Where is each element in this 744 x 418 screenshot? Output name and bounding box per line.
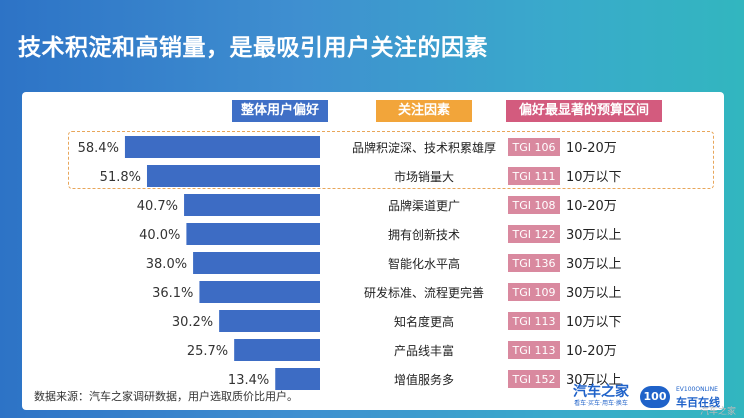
- tgi-badge: [508, 225, 560, 243]
- factor-label: 拥有创新技术: [388, 227, 460, 242]
- bar: [193, 252, 320, 274]
- bar: [186, 223, 320, 245]
- tgi-badge: [508, 283, 560, 301]
- value-label: 25.7%: [187, 344, 228, 359]
- factor-label: 智能化水平高: [388, 256, 460, 271]
- bar: [275, 368, 320, 390]
- budget-label: 10-20万: [566, 199, 617, 214]
- value-label: 40.0%: [139, 228, 180, 243]
- factor-label: 产品线丰富: [394, 343, 454, 358]
- header-factors: 关注因素: [376, 100, 472, 122]
- factor-label: 增值服务多: [394, 372, 454, 387]
- factor-label: 市场销量大: [394, 169, 454, 184]
- budget-label: 10-20万: [566, 344, 617, 359]
- tgi-label: TGI 113: [512, 315, 556, 328]
- tgi-badge: [508, 341, 560, 359]
- watermark: 汽车之家: [700, 407, 737, 417]
- budget-label: 30万以上: [566, 228, 622, 243]
- tgi-badge: [508, 312, 560, 330]
- budget-label: 30万以上: [566, 373, 622, 388]
- factor-label: 品牌积淀深、技术积累雄厚: [352, 140, 496, 155]
- factor-label: 知名度更高: [394, 314, 454, 329]
- tgi-badge: [508, 167, 560, 185]
- autohome-logo-slogan: 看车·买车·用车·换车: [574, 400, 628, 407]
- bar: [124, 136, 320, 158]
- tgi-badge: [508, 196, 560, 214]
- bar: [146, 165, 320, 187]
- ev100-badge: 100: [640, 386, 670, 408]
- bar: [184, 194, 320, 216]
- ev100-logo-en: EV100ONLINE: [676, 386, 718, 393]
- tgi-label: TGI 122: [512, 228, 556, 241]
- value-label: 36.1%: [152, 286, 193, 301]
- page-title: 技术积淀和高销量，是最吸引用户关注的因素: [18, 35, 488, 61]
- budget-label: 10万以下: [566, 315, 622, 330]
- budget-label: 10-20万: [566, 141, 617, 156]
- bar: [219, 310, 320, 332]
- autohome-logo-text: 汽车之家: [573, 384, 629, 400]
- value-label: 38.0%: [146, 257, 187, 272]
- tgi-label: TGI 106: [512, 141, 556, 154]
- autohome-logo: 汽车之家 看车·买车·用车·换车: [562, 384, 640, 408]
- bar: [199, 281, 320, 303]
- tgi-badge: [508, 254, 560, 272]
- factor-label: 研发标准、流程更完善: [364, 285, 484, 300]
- tgi-badge: [508, 138, 560, 156]
- data-source-note: 数据来源：汽车之家调研数据，用户选取质价比用户。: [34, 390, 298, 403]
- tgi-label: TGI 111: [512, 170, 556, 183]
- budget-label: 10万以下: [566, 170, 622, 185]
- tgi-badge: [508, 370, 560, 388]
- budget-label: 30万以上: [566, 257, 622, 272]
- highlight-box: [68, 131, 714, 189]
- tgi-label: TGI 108: [512, 199, 556, 212]
- ev100-logo: 100 EV100ONLINE 车百在线: [640, 384, 736, 412]
- value-label: 30.2%: [172, 315, 213, 330]
- ev100-logo-cn: 车百在线: [676, 396, 720, 409]
- tgi-label: TGI 113: [512, 344, 556, 357]
- tgi-label: TGI 152: [512, 373, 556, 386]
- bar: [234, 339, 320, 361]
- value-label: 13.4%: [228, 373, 269, 388]
- value-label: 51.8%: [100, 170, 141, 185]
- budget-label: 30万以上: [566, 286, 622, 301]
- header-budget: 偏好最显著的预算区间: [506, 100, 662, 122]
- tgi-label: TGI 136: [512, 257, 556, 270]
- value-label: 40.7%: [137, 199, 178, 214]
- tgi-label: TGI 109: [512, 286, 556, 299]
- value-label: 58.4%: [78, 141, 119, 156]
- factor-label: 品牌渠道更广: [388, 199, 460, 213]
- header-overall: 整体用户偏好: [232, 100, 328, 122]
